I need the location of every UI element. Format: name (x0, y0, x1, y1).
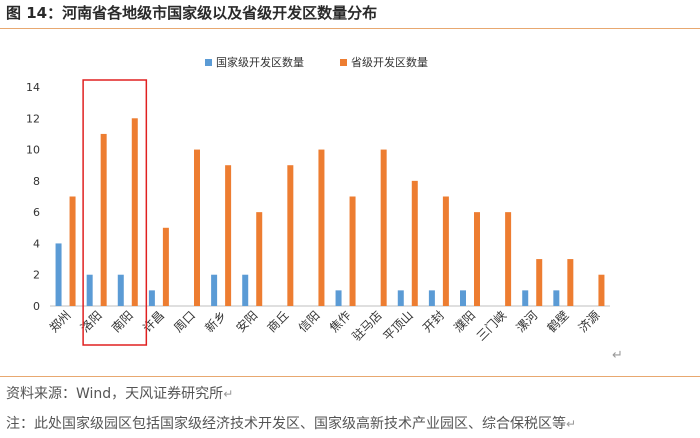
provincial-bar (318, 149, 325, 306)
category-label: 安阳 (233, 308, 261, 336)
y-tick-label: 12 (26, 112, 40, 125)
category-label: 许昌 (140, 308, 167, 335)
national-bar (397, 290, 404, 306)
category-label: 鹤壁 (544, 308, 572, 336)
category-label: 郑州 (46, 308, 74, 336)
category-label: 平顶山 (381, 308, 416, 343)
national-bar (428, 290, 435, 306)
national-bar (86, 274, 93, 306)
chart-return-mark: ↵ (612, 348, 623, 363)
national-bar (55, 243, 62, 306)
footer-divider (0, 376, 700, 377)
bar-chart: 国家级开发区数量 省级开发区数量 0 2 4 6 8 10 12 14 郑州 洛阳 南阳 许昌 周口 新乡… (26, 55, 610, 346)
national-bar (117, 274, 124, 306)
y-tick-label: 14 (26, 81, 40, 94)
provincial-bar (567, 259, 574, 306)
provincial-bar (380, 149, 387, 306)
highlight-rect (82, 79, 148, 346)
category-label: 信阳 (296, 308, 323, 335)
category-label: 周口 (171, 308, 198, 335)
y-axis: 0 2 4 6 8 10 12 14 (26, 81, 610, 313)
provincial-bar (474, 212, 480, 306)
provincial-bar (442, 196, 449, 306)
provincial-bar (287, 165, 294, 306)
footnote: 注：此处国家级园区包括国家级经济技术开发区、国家级高新技术产业园区、综合保税区等… (6, 416, 577, 432)
category-label: 三门峡 (473, 308, 509, 344)
figure-title: 图 14：河南省各地级市国家级以及省级开发区数量分布 (6, 4, 378, 22)
provincial-bar (256, 212, 263, 306)
source-note: 资料来源：Wind，天风证券研究所↵ (6, 386, 234, 402)
national-bar (522, 290, 529, 306)
provincial-bar (225, 165, 232, 306)
legend-label: 国家级开发区数量 (216, 55, 304, 69)
provincial-bar (536, 259, 543, 306)
title-divider (0, 28, 700, 29)
y-tick-label: 6 (33, 206, 40, 219)
provincial-bar (194, 149, 200, 306)
category-label: 商丘 (264, 308, 292, 336)
y-tick-label: 2 (33, 269, 40, 282)
y-tick-label: 10 (26, 144, 40, 157)
national-bar (553, 290, 560, 306)
legend-label: 省级开发区数量 (351, 55, 428, 69)
legend-swatch (205, 59, 212, 66)
category-label: 焦作 (327, 308, 354, 335)
provincial-bar (131, 118, 138, 307)
national-bar (148, 290, 155, 306)
category-label: 新乡 (202, 308, 230, 336)
category-label: 濮阳 (451, 308, 479, 336)
national-bar (242, 274, 249, 306)
legend-swatch (340, 59, 347, 66)
category-label: 开封 (420, 308, 447, 335)
provincial-bar (598, 274, 605, 306)
provincial-bar (349, 196, 356, 306)
provincial-bar (162, 227, 169, 306)
national-bar (335, 290, 342, 306)
category-label: 洛阳 (77, 308, 105, 336)
y-tick-label: 4 (33, 237, 40, 250)
provincial-bar (69, 196, 76, 306)
provincial-bar (100, 133, 107, 306)
national-bar (460, 290, 466, 306)
category-label: 漯河 (513, 308, 540, 335)
category-label: 南阳 (108, 308, 136, 336)
national-bar (211, 274, 218, 306)
category-label: 驻马店 (349, 308, 385, 344)
y-tick-label: 8 (33, 175, 40, 188)
provincial-bar (505, 212, 512, 306)
y-tick-label: 0 (33, 300, 40, 313)
highlight-box (82, 79, 148, 346)
category-label: 济源 (575, 308, 603, 336)
bars (55, 118, 605, 307)
provincial-bar (411, 180, 418, 306)
legend: 国家级开发区数量 省级开发区数量 (205, 55, 428, 69)
